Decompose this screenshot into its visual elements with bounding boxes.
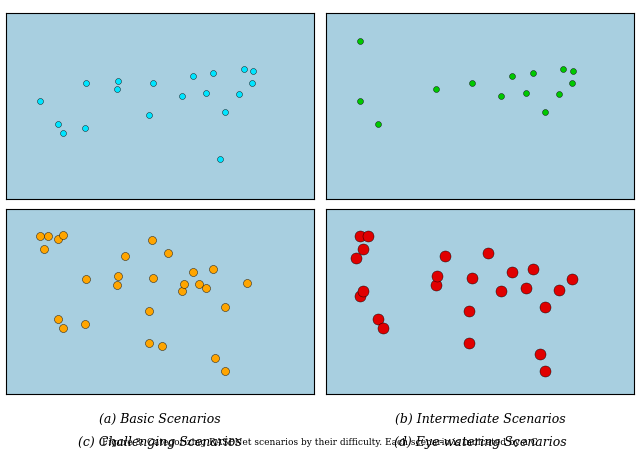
Point <box>58 324 68 331</box>
Point <box>355 232 365 239</box>
Point <box>431 281 442 288</box>
Point <box>540 367 550 374</box>
Point <box>467 274 477 282</box>
Point <box>534 350 545 357</box>
Point <box>540 108 550 115</box>
Point <box>35 97 45 105</box>
Point <box>483 249 493 256</box>
Point <box>527 70 538 77</box>
Point <box>53 316 63 323</box>
Point <box>440 252 450 259</box>
Point <box>148 79 158 86</box>
Point <box>464 307 474 314</box>
Point <box>220 367 230 374</box>
Point <box>220 304 230 311</box>
Point <box>111 281 122 288</box>
Point <box>144 307 154 314</box>
Point <box>208 70 218 77</box>
Point <box>81 79 91 87</box>
Point <box>558 66 568 73</box>
Point <box>378 324 388 331</box>
Point <box>242 280 252 287</box>
Point <box>248 67 258 75</box>
Point <box>234 91 244 98</box>
Text: (c) Challenging Scenarios: (c) Challenging Scenarios <box>78 436 242 449</box>
Point <box>53 235 63 242</box>
Point <box>464 340 474 347</box>
Point <box>111 86 122 93</box>
Point <box>80 320 90 327</box>
Point <box>147 237 157 244</box>
Point <box>201 285 211 292</box>
Point <box>113 273 123 280</box>
Point <box>177 288 187 295</box>
Point <box>208 265 218 272</box>
Point <box>179 281 189 288</box>
Point <box>568 67 578 75</box>
Point <box>220 108 230 115</box>
Point <box>508 73 518 80</box>
Point <box>567 275 577 282</box>
Point <box>58 129 68 136</box>
Point <box>554 91 564 98</box>
Text: (d) Eye-watering Scenarios: (d) Eye-watering Scenarios <box>394 436 566 449</box>
Point <box>373 316 383 323</box>
Point <box>43 233 53 240</box>
Text: Figure 3: Categorizing RASPNet scenarios by their difficulty. Each scenario is i: Figure 3: Categorizing RASPNet scenarios… <box>102 438 538 447</box>
Point <box>358 288 369 295</box>
Point <box>210 354 220 361</box>
Point <box>431 86 442 93</box>
Point <box>58 232 68 239</box>
Point <box>177 92 187 100</box>
Point <box>113 77 123 84</box>
Point <box>239 66 249 73</box>
Point <box>467 79 477 86</box>
Point <box>144 340 154 347</box>
Point <box>355 293 365 300</box>
Point <box>496 92 506 100</box>
Point <box>215 155 225 162</box>
Point <box>120 252 130 259</box>
Point <box>521 285 531 292</box>
Point <box>355 37 365 44</box>
Point <box>355 97 365 105</box>
Point <box>508 268 518 275</box>
Point <box>53 120 63 128</box>
Point <box>201 89 211 97</box>
Text: (b) Intermediate Scenarios: (b) Intermediate Scenarios <box>395 413 565 426</box>
Point <box>554 286 564 293</box>
Point <box>373 120 383 128</box>
Point <box>148 274 158 282</box>
Point <box>496 288 506 295</box>
Point <box>163 249 173 256</box>
Point <box>432 273 442 280</box>
Point <box>38 245 49 252</box>
Point <box>363 233 373 240</box>
Point <box>540 304 550 311</box>
Point <box>144 112 154 119</box>
Point <box>351 255 362 262</box>
Point <box>567 79 577 87</box>
Point <box>80 125 90 132</box>
Point <box>188 268 198 275</box>
Point <box>521 89 531 97</box>
Point <box>247 79 257 87</box>
Point <box>35 232 45 239</box>
Point <box>358 245 369 252</box>
Point <box>527 265 538 272</box>
Point <box>194 281 204 288</box>
Point <box>188 73 198 80</box>
Point <box>157 342 167 349</box>
Text: (a) Basic Scenarios: (a) Basic Scenarios <box>99 413 221 426</box>
Point <box>81 275 91 282</box>
